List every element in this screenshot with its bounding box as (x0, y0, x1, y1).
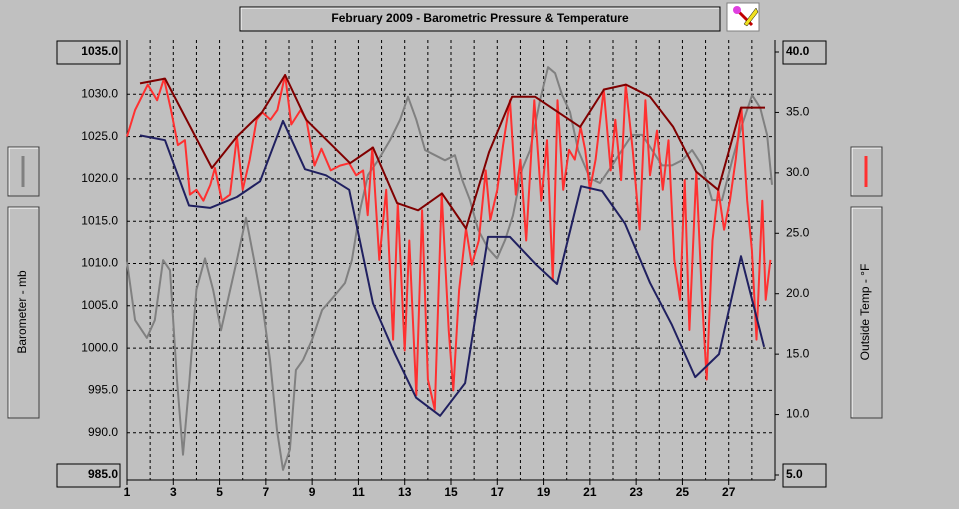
x-tick-label: 9 (309, 485, 316, 499)
x-tick-label: 25 (676, 485, 690, 499)
tick-label-box (56, 463, 121, 488)
y-tick-label: 1030.0 (81, 86, 118, 100)
series-line (139, 119, 766, 417)
y-tick-label: 985.0 (88, 467, 118, 481)
x-tick-label: 13 (398, 485, 412, 499)
x-tick-label: 7 (263, 485, 270, 499)
axis-label-box (7, 206, 40, 419)
y2-tick-label: 40.0 (786, 44, 810, 58)
x-tick-label: 5 (216, 485, 223, 499)
bevel (8, 207, 38, 417)
series-line (139, 74, 765, 230)
y-tick-label: 1005.0 (81, 298, 118, 312)
x-tick-label: 27 (722, 485, 736, 499)
tick-label-box (56, 40, 121, 65)
y2-tick-label: 10.0 (786, 407, 810, 421)
title-box (239, 6, 721, 32)
bevel (240, 7, 719, 30)
series-line (126, 66, 773, 471)
y-tick-label: 995.0 (88, 383, 118, 397)
y2-tick-label: 25.0 (786, 225, 810, 239)
x-tick-label: 1 (124, 485, 131, 499)
y-tick-label: 1015.0 (81, 213, 118, 227)
x-tick-label: 17 (491, 485, 505, 499)
y2-tick-label: 15.0 (786, 346, 810, 360)
plot-area: 985.0 990.0 995.0 1000.0 1005.0 1010.0 1015.0 1… (56, 40, 827, 499)
y-tick-label: 1025.0 (81, 129, 118, 143)
y2-axis-label: Outside Temp - °F (858, 264, 872, 361)
x-tick-label: 3 (170, 485, 177, 499)
y-tick-label: 1020.0 (81, 171, 118, 185)
x-tick-label: 11 (352, 485, 365, 499)
y2-tick-label: 30.0 (786, 165, 810, 179)
legend-box (7, 146, 40, 197)
y-axis-label: Barometer - mb (15, 270, 29, 354)
series-line (126, 74, 772, 411)
y2-tick-label: 5.0 (786, 467, 803, 481)
y2-tick-label: 35.0 (786, 105, 810, 119)
y-tick-label: 990.0 (88, 425, 118, 439)
x-tick-label: 21 (583, 485, 597, 499)
x-tick-label: 19 (537, 485, 551, 499)
y-tick-label: 1010.0 (81, 256, 118, 270)
chart-title: February 2009 - Barometric Pressure & Te… (331, 11, 629, 25)
tick-label-box (782, 40, 827, 65)
y-tick-label: 1035.0 (81, 44, 118, 58)
x-tick-label: 15 (444, 485, 458, 499)
y2-tick-label: 20.0 (786, 286, 810, 300)
bevel (851, 207, 881, 417)
y-tick-label: 1000.0 (81, 340, 118, 354)
tick-label-box (782, 463, 827, 488)
axis-label-box (850, 206, 883, 419)
icon (733, 6, 741, 14)
bevel (8, 147, 38, 195)
x-tick-label: 23 (629, 485, 643, 499)
bevel (851, 147, 881, 195)
icon (743, 7, 759, 27)
